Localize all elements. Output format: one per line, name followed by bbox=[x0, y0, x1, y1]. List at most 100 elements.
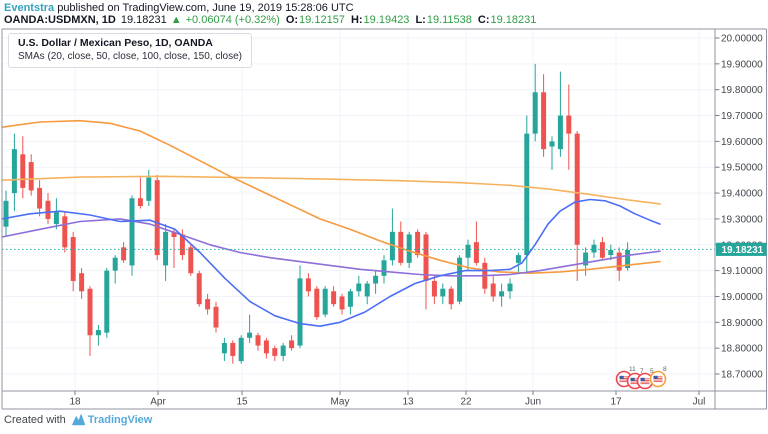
candle-body bbox=[263, 340, 269, 354]
flag-stripe bbox=[630, 381, 640, 383]
flag-stripe bbox=[640, 378, 650, 380]
candle-body bbox=[112, 257, 118, 271]
flag-canton bbox=[630, 377, 635, 381]
y-axis-label[interactable]: 19.00000 bbox=[721, 292, 763, 303]
high-label: H: bbox=[350, 14, 363, 26]
candle-body bbox=[280, 345, 286, 356]
tradingview-brand-link[interactable]: TradingView bbox=[87, 413, 153, 426]
candle-body bbox=[179, 234, 185, 256]
close-label: C: bbox=[477, 14, 490, 26]
us-flag-icon bbox=[640, 377, 650, 385]
x-axis-label[interactable]: 22 bbox=[460, 397, 472, 408]
high-value: 19.19423 bbox=[363, 14, 410, 26]
candle-body bbox=[389, 231, 395, 261]
y-axis-label[interactable]: 19.30000 bbox=[721, 214, 763, 225]
candle-body bbox=[381, 260, 387, 276]
low-value: 19.11538 bbox=[426, 14, 472, 26]
candle-body bbox=[591, 244, 597, 253]
candle-body bbox=[415, 231, 421, 256]
flag-stripe bbox=[619, 376, 629, 378]
y-axis-label[interactable]: 18.90000 bbox=[721, 318, 763, 329]
y-axis-label[interactable]: 20.00000 bbox=[721, 34, 763, 45]
candle-body bbox=[137, 198, 143, 206]
flag-stripe bbox=[619, 378, 629, 379]
candle-body bbox=[163, 231, 169, 266]
flag-stripe bbox=[653, 381, 663, 383]
y-axis-label[interactable]: 18.70000 bbox=[721, 369, 763, 380]
candle-body bbox=[146, 177, 152, 201]
y-axis-label[interactable]: 19.40000 bbox=[721, 189, 763, 200]
candle-body bbox=[238, 337, 244, 362]
candle-body bbox=[457, 257, 463, 302]
y-axis-label[interactable]: 19.10000 bbox=[721, 266, 763, 277]
candle-body bbox=[524, 133, 530, 256]
candle-body bbox=[221, 342, 227, 354]
last-price-label bbox=[716, 242, 767, 256]
quote-line: OANDA:USDMXN, 1D 19.18231 ▲ +0.06074 (+0.32… bbox=[4, 14, 536, 26]
x-axis-label[interactable]: 17 bbox=[610, 397, 622, 408]
y-axis-label[interactable]: 19.70000 bbox=[721, 111, 763, 122]
flag-canton bbox=[640, 377, 645, 381]
x-axis-label[interactable]: 18 bbox=[69, 397, 81, 408]
last-price-label-text: 19.18231 bbox=[722, 245, 764, 256]
candle-body bbox=[62, 216, 68, 248]
flag-stripe bbox=[619, 379, 629, 381]
y-axis-label[interactable]: 18.80000 bbox=[721, 344, 763, 355]
candle-body bbox=[608, 249, 614, 256]
candle-body bbox=[322, 288, 328, 315]
x-axis-label[interactable]: Apr bbox=[150, 397, 166, 408]
candle-body bbox=[515, 255, 521, 263]
candle-body bbox=[104, 270, 110, 333]
flag-stripe bbox=[653, 379, 663, 381]
event-count: 5 bbox=[650, 368, 654, 375]
candle-body bbox=[490, 283, 496, 297]
candle-body bbox=[53, 211, 59, 225]
candle-body bbox=[541, 92, 547, 150]
flag-stripe bbox=[630, 380, 640, 381]
candle-body bbox=[406, 234, 412, 263]
candle-body bbox=[87, 288, 93, 336]
candle-body bbox=[95, 330, 101, 336]
flag-stripe bbox=[640, 380, 650, 381]
us-flag-icon bbox=[653, 375, 663, 383]
candle-body bbox=[314, 288, 320, 318]
candle-body bbox=[473, 242, 479, 263]
x-axis-label[interactable]: Jul bbox=[693, 397, 706, 408]
candle-body bbox=[448, 288, 454, 305]
event-count: 7 bbox=[640, 368, 644, 375]
candle-body bbox=[364, 283, 370, 297]
candle-body bbox=[188, 247, 194, 274]
candle-body bbox=[213, 306, 219, 328]
sma-50-line bbox=[1, 218, 661, 277]
candle-body bbox=[289, 340, 295, 349]
tradingview-logo-icon bbox=[71, 414, 85, 426]
symbol-name: OANDA:USDMXN, 1D bbox=[4, 14, 116, 26]
candle-body bbox=[255, 335, 261, 346]
candle-body bbox=[431, 280, 437, 297]
x-axis-label[interactable]: 15 bbox=[236, 397, 248, 408]
y-axis-label[interactable]: 19.80000 bbox=[721, 85, 763, 96]
candle-body bbox=[247, 332, 253, 338]
candle-body bbox=[440, 288, 446, 297]
open-value: 19.12157 bbox=[299, 14, 345, 26]
y-axis-label[interactable]: 19.90000 bbox=[721, 59, 763, 70]
up-arrow-icon: ▲ bbox=[170, 14, 182, 26]
y-axis-label[interactable]: 19.50000 bbox=[721, 163, 763, 174]
open-label: O: bbox=[285, 14, 299, 26]
candle-body bbox=[45, 200, 51, 219]
candle-body bbox=[171, 231, 177, 238]
flag-stripe bbox=[619, 381, 629, 383]
candle-body bbox=[465, 244, 471, 258]
x-axis-label[interactable]: Jun bbox=[525, 397, 541, 408]
x-axis-label[interactable]: May bbox=[331, 397, 350, 408]
x-axis-label[interactable]: 13 bbox=[402, 397, 414, 408]
chart-legend[interactable]: U.S. Dollar / Mexican Peso, 1D, OANDA SM… bbox=[8, 33, 252, 68]
candle-body bbox=[566, 115, 572, 134]
flag-stripe bbox=[640, 383, 650, 385]
candle-body bbox=[599, 242, 605, 258]
event-count: 11 bbox=[629, 366, 636, 373]
candle-body bbox=[557, 115, 563, 150]
y-axis-label[interactable]: 19.60000 bbox=[721, 137, 763, 148]
candle-body bbox=[3, 200, 9, 227]
